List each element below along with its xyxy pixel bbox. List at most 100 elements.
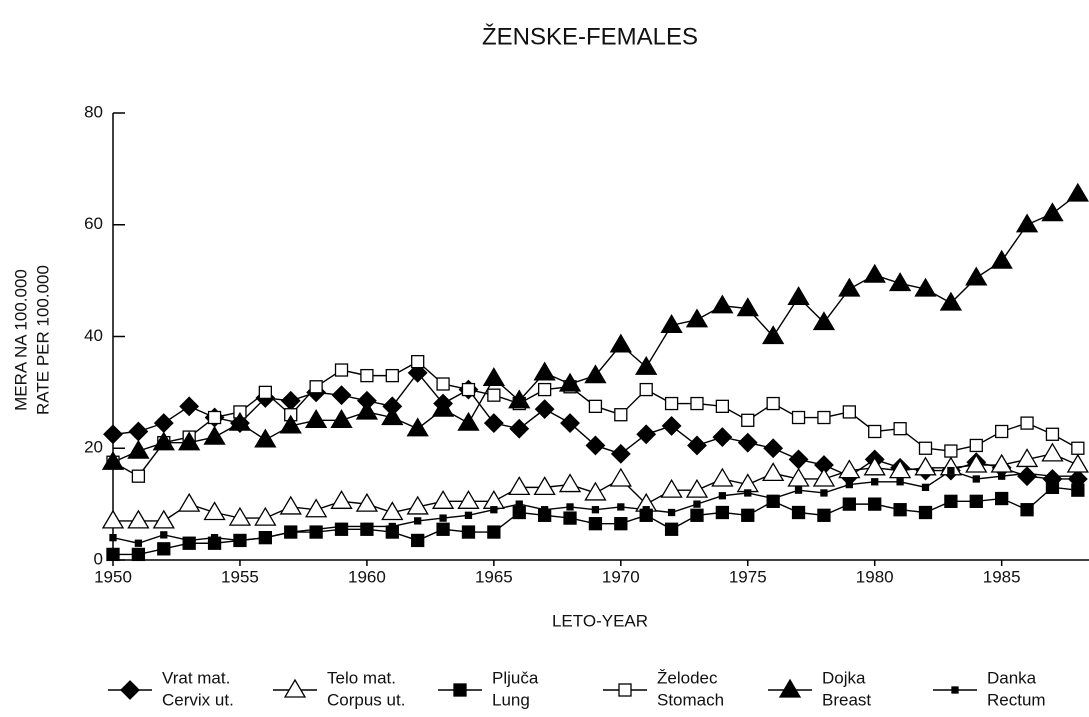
marker (685, 308, 709, 328)
marker (1074, 472, 1082, 480)
marker (131, 547, 146, 562)
marker (487, 525, 501, 539)
marker (715, 399, 730, 413)
y-tick-label: 40 (84, 326, 103, 345)
marker (258, 385, 272, 400)
marker (791, 410, 806, 425)
marker (560, 413, 580, 434)
marker (947, 466, 955, 475)
marker (868, 497, 882, 511)
marker (381, 501, 404, 521)
marker (787, 286, 810, 306)
marker (508, 389, 531, 409)
marker (515, 500, 523, 508)
marker (228, 506, 252, 526)
marker (1041, 202, 1064, 222)
marker (812, 467, 836, 487)
marker (660, 478, 683, 498)
marker (106, 547, 120, 562)
marker (588, 517, 603, 531)
marker (487, 388, 501, 402)
marker (1066, 182, 1089, 202)
marker (1015, 213, 1039, 233)
plot (101, 182, 1089, 562)
x-tick-label: 1975 (729, 567, 767, 586)
marker (411, 533, 425, 548)
marker (769, 494, 777, 503)
marker (715, 505, 730, 520)
marker (660, 314, 683, 333)
marker (712, 427, 733, 447)
legend-label: Lung (492, 690, 530, 709)
marker (965, 453, 988, 473)
marker (558, 473, 582, 493)
marker (820, 489, 828, 497)
marker (972, 475, 980, 483)
marker (533, 361, 556, 381)
marker (863, 263, 886, 283)
marker (914, 277, 937, 297)
marker (871, 478, 879, 486)
legend-label: Cervix ut. (162, 690, 234, 709)
marker (939, 291, 963, 311)
marker (642, 506, 650, 514)
marker (533, 476, 556, 496)
marker (411, 354, 425, 369)
marker (152, 431, 175, 451)
marker (763, 438, 784, 459)
marker (617, 503, 625, 511)
marker (304, 409, 328, 428)
marker (736, 297, 759, 317)
marker (969, 494, 983, 508)
marker (461, 382, 476, 397)
marker (842, 405, 856, 419)
marker (1015, 448, 1039, 468)
x-tick-label: 1970 (602, 567, 640, 586)
marker (744, 489, 752, 497)
marker (457, 411, 480, 431)
x-axis-label: LETO-YEAR (552, 611, 648, 630)
marker (914, 456, 937, 476)
marker (939, 456, 963, 476)
marker (540, 506, 549, 514)
marker (185, 536, 193, 545)
marker (203, 425, 226, 445)
marker (512, 505, 526, 520)
marker (228, 411, 252, 431)
marker (969, 438, 983, 453)
y-tick-label: 80 (84, 102, 103, 121)
marker (718, 492, 727, 500)
marker (766, 396, 780, 411)
marker (304, 498, 328, 518)
marker (331, 385, 352, 406)
marker (355, 400, 379, 420)
marker (160, 531, 168, 539)
marker (363, 522, 371, 531)
marker (127, 439, 150, 459)
marker (355, 492, 379, 512)
marker (128, 421, 149, 442)
marker (152, 509, 175, 529)
marker (762, 325, 785, 345)
marker (388, 522, 396, 531)
marker (431, 397, 455, 417)
marker (566, 503, 574, 511)
x-tick-label: 1955 (221, 567, 259, 586)
marker (888, 272, 912, 292)
marker (687, 435, 707, 456)
legend-label: Pljuča (492, 668, 539, 687)
marker (998, 472, 1006, 480)
marker (845, 480, 853, 489)
marker (482, 490, 505, 509)
marker (287, 528, 295, 536)
marker (863, 456, 886, 476)
marker (896, 478, 904, 486)
legend-label: Rectum (987, 690, 1046, 709)
marker (921, 483, 930, 492)
marker (591, 506, 600, 514)
marker (279, 414, 302, 434)
marker (254, 506, 277, 526)
marker (1066, 453, 1089, 473)
marker (490, 506, 498, 514)
legend-label: Telo mat. (327, 668, 396, 687)
